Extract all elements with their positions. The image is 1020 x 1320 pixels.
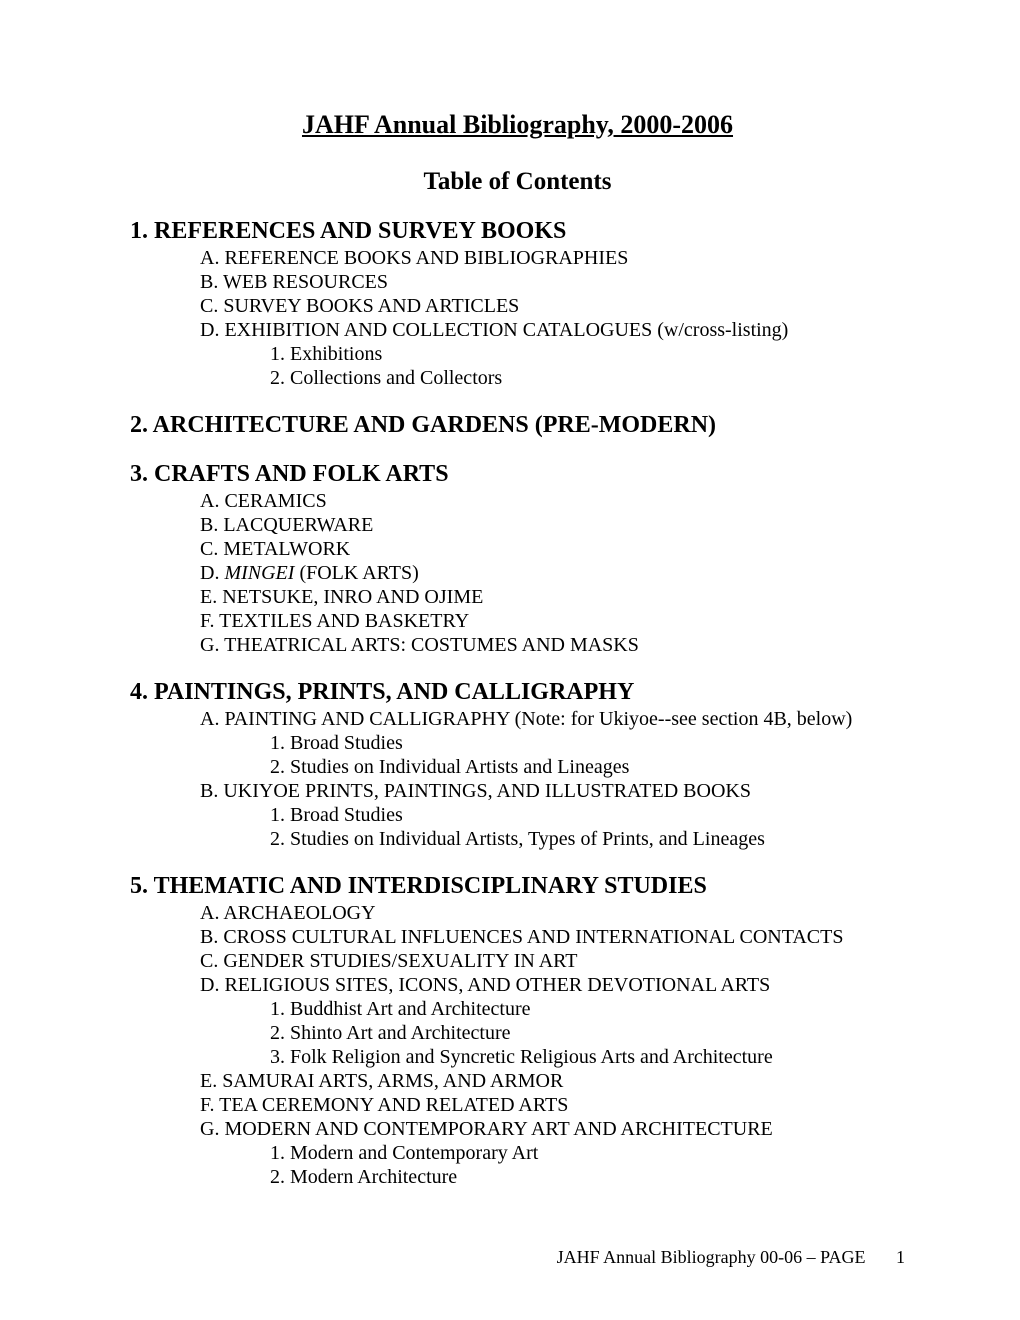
section-3-d-italic: MINGEI: [224, 562, 294, 584]
section-1: 1. REFERENCES AND SURVEY BOOKS A. REFERE…: [130, 218, 905, 390]
section-5-g-1: 1. Modern and Contemporary Art: [270, 1142, 905, 1165]
section-1-d-2: 2. Collections and Collectors: [270, 367, 905, 390]
section-3-c: C. METALWORK: [200, 538, 905, 561]
section-5-e: E. SAMURAI ARTS, ARMS, AND ARMOR: [200, 1070, 905, 1093]
section-4-a-2: 2. Studies on Individual Artists and Lin…: [270, 756, 905, 779]
section-5: 5. THEMATIC AND INTERDISCIPLINARY STUDIE…: [130, 873, 905, 1189]
section-3-head: 3. CRAFTS AND FOLK ARTS: [130, 461, 905, 488]
section-1-a: A. REFERENCE BOOKS AND BIBLIOGRAPHIES: [200, 247, 905, 270]
section-4-b: B. UKIYOE PRINTS, PAINTINGS, AND ILLUSTR…: [200, 780, 905, 803]
section-3-d-pre: D.: [200, 562, 224, 584]
document-title: JAHF Annual Bibliography, 2000-2006: [130, 110, 905, 140]
section-1-b: B. WEB RESOURCES: [200, 271, 905, 294]
section-5-g-2: 2. Modern Architecture: [270, 1166, 905, 1189]
section-5-d-3: 3. Folk Religion and Syncretic Religious…: [270, 1046, 905, 1069]
section-3: 3. CRAFTS AND FOLK ARTS A. CERAMICS B. L…: [130, 461, 905, 657]
section-3-b: B. LACQUERWARE: [200, 514, 905, 537]
page-number: 1: [896, 1247, 905, 1268]
section-4-b-1: 1. Broad Studies: [270, 804, 905, 827]
section-5-f: F. TEA CEREMONY AND RELATED ARTS: [200, 1094, 905, 1117]
page: JAHF Annual Bibliography, 2000-2006 Tabl…: [0, 0, 1020, 1320]
footer-label: JAHF Annual Bibliography 00-06 – PAGE: [557, 1247, 866, 1267]
section-5-b: B. CROSS CULTURAL INFLUENCES AND INTERNA…: [200, 926, 905, 949]
section-1-head: 1. REFERENCES AND SURVEY BOOKS: [130, 218, 905, 245]
section-5-head: 5. THEMATIC AND INTERDISCIPLINARY STUDIE…: [130, 873, 905, 900]
section-3-e: E. NETSUKE, INRO AND OJIME: [200, 586, 905, 609]
section-4-a-1: 1. Broad Studies: [270, 732, 905, 755]
toc-heading: Table of Contents: [130, 168, 905, 196]
section-5-g: G. MODERN AND CONTEMPORARY ART AND ARCHI…: [200, 1118, 905, 1141]
section-3-d: D. MINGEI (FOLK ARTS): [200, 562, 905, 585]
section-3-g: G. THEATRICAL ARTS: COSTUMES AND MASKS: [200, 634, 905, 657]
section-1-d: D. EXHIBITION AND COLLECTION CATALOGUES …: [200, 319, 905, 342]
section-5-a: A. ARCHAEOLOGY: [200, 902, 905, 925]
section-1-d-1: 1. Exhibitions: [270, 343, 905, 366]
section-5-c: C. GENDER STUDIES/SEXUALITY IN ART: [200, 950, 905, 973]
section-3-f: F. TEXTILES AND BASKETRY: [200, 610, 905, 633]
section-3-d-post: (FOLK ARTS): [294, 562, 418, 584]
section-4: 4. PAINTINGS, PRINTS, AND CALLIGRAPHY A.…: [130, 679, 905, 851]
section-4-b-2: 2. Studies on Individual Artists, Types …: [270, 828, 905, 851]
section-3-a: A. CERAMICS: [200, 490, 905, 513]
section-5-d-2: 2. Shinto Art and Architecture: [270, 1022, 905, 1045]
section-2-head: 2. ARCHITECTURE AND GARDENS (PRE-MODERN): [130, 412, 905, 439]
section-4-a: A. PAINTING AND CALLIGRAPHY (Note: for U…: [200, 708, 905, 731]
section-4-head: 4. PAINTINGS, PRINTS, AND CALLIGRAPHY: [130, 679, 905, 706]
section-5-d-1: 1. Buddhist Art and Architecture: [270, 998, 905, 1021]
section-5-d: D. RELIGIOUS SITES, ICONS, AND OTHER DEV…: [200, 974, 905, 997]
section-1-c: C. SURVEY BOOKS AND ARTICLES: [200, 295, 905, 318]
page-footer: JAHF Annual Bibliography 00-06 – PAGE 1: [557, 1247, 905, 1268]
section-2: 2. ARCHITECTURE AND GARDENS (PRE-MODERN): [130, 412, 905, 439]
